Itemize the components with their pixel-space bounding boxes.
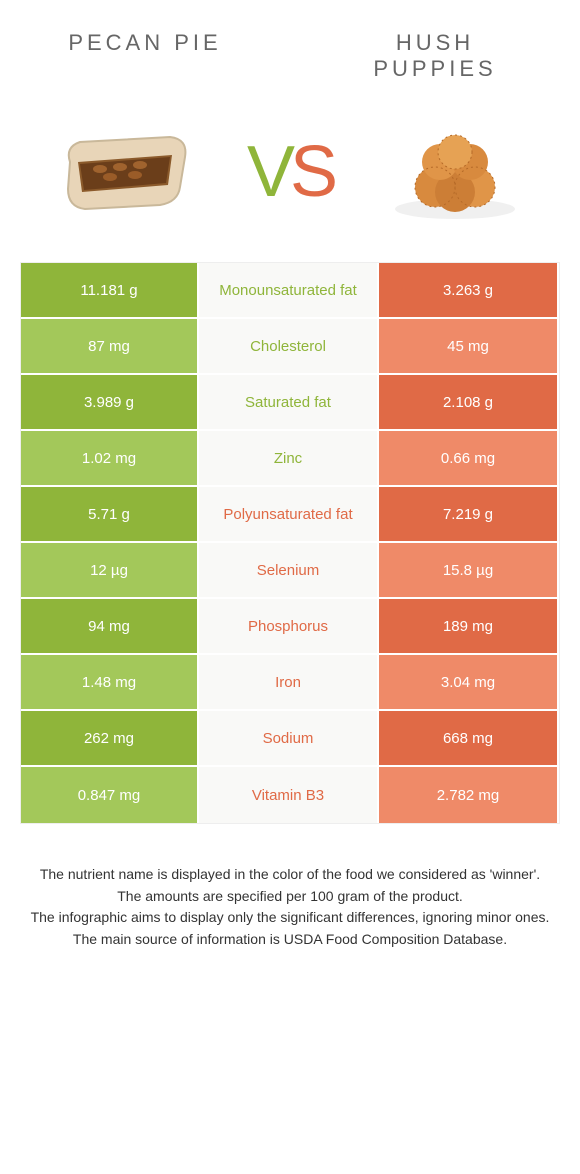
table-row: 5.71 gPolyunsaturated fat7.219 g [21, 487, 559, 543]
right-value: 2.782 mg [379, 767, 557, 823]
vs-s: S [290, 132, 333, 212]
images-row: VS [0, 92, 580, 262]
table-row: 94 mgPhosphorus189 mg [21, 599, 559, 655]
nutrient-name: Polyunsaturated fat [199, 487, 379, 541]
table-row: 1.48 mgIron3.04 mg [21, 655, 559, 711]
right-value: 0.66 mg [379, 431, 557, 485]
right-food-title: Hush Puppies [335, 30, 535, 82]
left-value: 11.181 g [21, 263, 199, 317]
right-value: 7.219 g [379, 487, 557, 541]
vs-label: VS [247, 131, 333, 213]
nutrient-name: Selenium [199, 543, 379, 597]
footer-line-1: The nutrient name is displayed in the co… [30, 864, 550, 886]
left-value: 0.847 mg [21, 767, 199, 823]
hush-puppies-icon [375, 112, 535, 232]
right-value: 3.263 g [379, 263, 557, 317]
table-row: 3.989 gSaturated fat2.108 g [21, 375, 559, 431]
footer-notes: The nutrient name is displayed in the co… [30, 864, 550, 951]
nutrient-name: Saturated fat [199, 375, 379, 429]
left-value: 94 mg [21, 599, 199, 653]
footer-line-3: The infographic aims to display only the… [30, 907, 550, 929]
left-value: 1.02 mg [21, 431, 199, 485]
table-row: 262 mgSodium668 mg [21, 711, 559, 767]
right-value: 189 mg [379, 599, 557, 653]
left-value: 262 mg [21, 711, 199, 765]
left-value: 87 mg [21, 319, 199, 373]
table-row: 1.02 mgZinc0.66 mg [21, 431, 559, 487]
left-value: 1.48 mg [21, 655, 199, 709]
nutrient-name: Phosphorus [199, 599, 379, 653]
nutrient-name: Cholesterol [199, 319, 379, 373]
footer-line-4: The main source of information is USDA F… [30, 929, 550, 951]
comparison-table: 11.181 gMonounsaturated fat3.263 g87 mgC… [20, 262, 560, 824]
left-value: 3.989 g [21, 375, 199, 429]
table-row: 11.181 gMonounsaturated fat3.263 g [21, 263, 559, 319]
footer-line-2: The amounts are specified per 100 gram o… [30, 886, 550, 908]
right-value: 3.04 mg [379, 655, 557, 709]
right-value: 45 mg [379, 319, 557, 373]
table-row: 0.847 mgVitamin B32.782 mg [21, 767, 559, 823]
vs-v: V [247, 132, 290, 212]
right-value: 2.108 g [379, 375, 557, 429]
right-value: 15.8 µg [379, 543, 557, 597]
left-value: 12 µg [21, 543, 199, 597]
nutrient-name: Iron [199, 655, 379, 709]
nutrient-name: Monounsaturated fat [199, 263, 379, 317]
left-food-title: Pecan pie [45, 30, 245, 82]
left-value: 5.71 g [21, 487, 199, 541]
header: Pecan pie Hush Puppies [0, 0, 580, 92]
nutrient-name: Sodium [199, 711, 379, 765]
table-row: 87 mgCholesterol45 mg [21, 319, 559, 375]
nutrient-name: Vitamin B3 [199, 767, 379, 823]
right-value: 668 mg [379, 711, 557, 765]
table-row: 12 µgSelenium15.8 µg [21, 543, 559, 599]
pecan-pie-icon [45, 112, 205, 232]
nutrient-name: Zinc [199, 431, 379, 485]
